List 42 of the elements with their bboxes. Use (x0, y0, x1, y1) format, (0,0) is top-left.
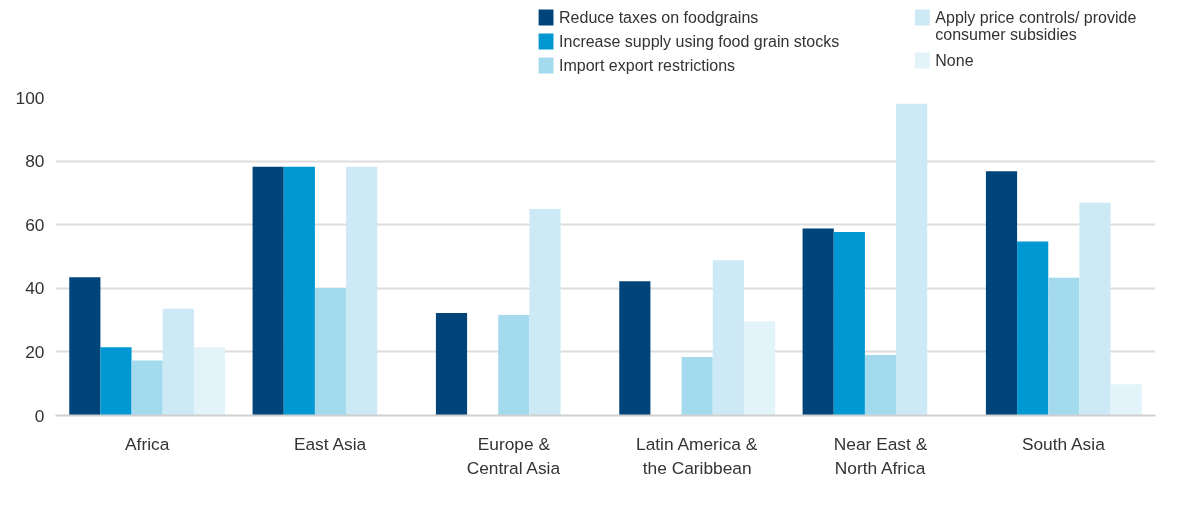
y-tick-label: 20 (25, 341, 45, 362)
bar (985, 171, 1018, 416)
bar (193, 347, 226, 416)
legend-label: Import export restrictions (559, 56, 736, 74)
y-tick-label: 100 (15, 87, 45, 108)
bar (802, 228, 834, 416)
legend-label: Increase supply using food grain stocks (559, 32, 840, 50)
bar (346, 166, 378, 416)
bar (619, 281, 651, 416)
bar (712, 260, 744, 416)
legend-label: Apply price controls/ provide consumer subsidies (935, 8, 1137, 43)
bar (100, 347, 132, 416)
x-tick-label: East Asia (293, 433, 367, 454)
bar (283, 166, 315, 416)
bar (896, 103, 928, 416)
bar (743, 321, 776, 416)
bar (864, 355, 897, 416)
bar (69, 277, 101, 416)
legend-label: Reduce taxes on foodgrains (559, 8, 759, 26)
bar (1110, 384, 1142, 416)
bar (131, 360, 163, 416)
x-tick-label: Africa (125, 433, 170, 454)
legend-label: None (935, 51, 974, 69)
bar (314, 287, 347, 416)
bar (1048, 277, 1080, 416)
bar (1017, 241, 1049, 416)
bar (529, 209, 561, 416)
y-tick-label: 60 (25, 214, 45, 235)
x-tick-label: Latin America & the Caribbean (636, 433, 758, 478)
bar (498, 315, 530, 416)
x-tick-label: Near East & North Africa (833, 433, 928, 478)
x-tick-label: Europe & Central Asia (466, 433, 561, 478)
bar (1079, 202, 1111, 416)
y-tick-label: 0 (34, 405, 45, 426)
x-tick-label: South Asia (1021, 433, 1106, 454)
y-tick-label: 40 (25, 278, 45, 299)
bar (833, 232, 865, 416)
y-tick-label: 80 (25, 151, 45, 172)
bar (681, 356, 713, 416)
bar (435, 313, 468, 416)
bar (252, 166, 284, 416)
bar (162, 308, 194, 416)
